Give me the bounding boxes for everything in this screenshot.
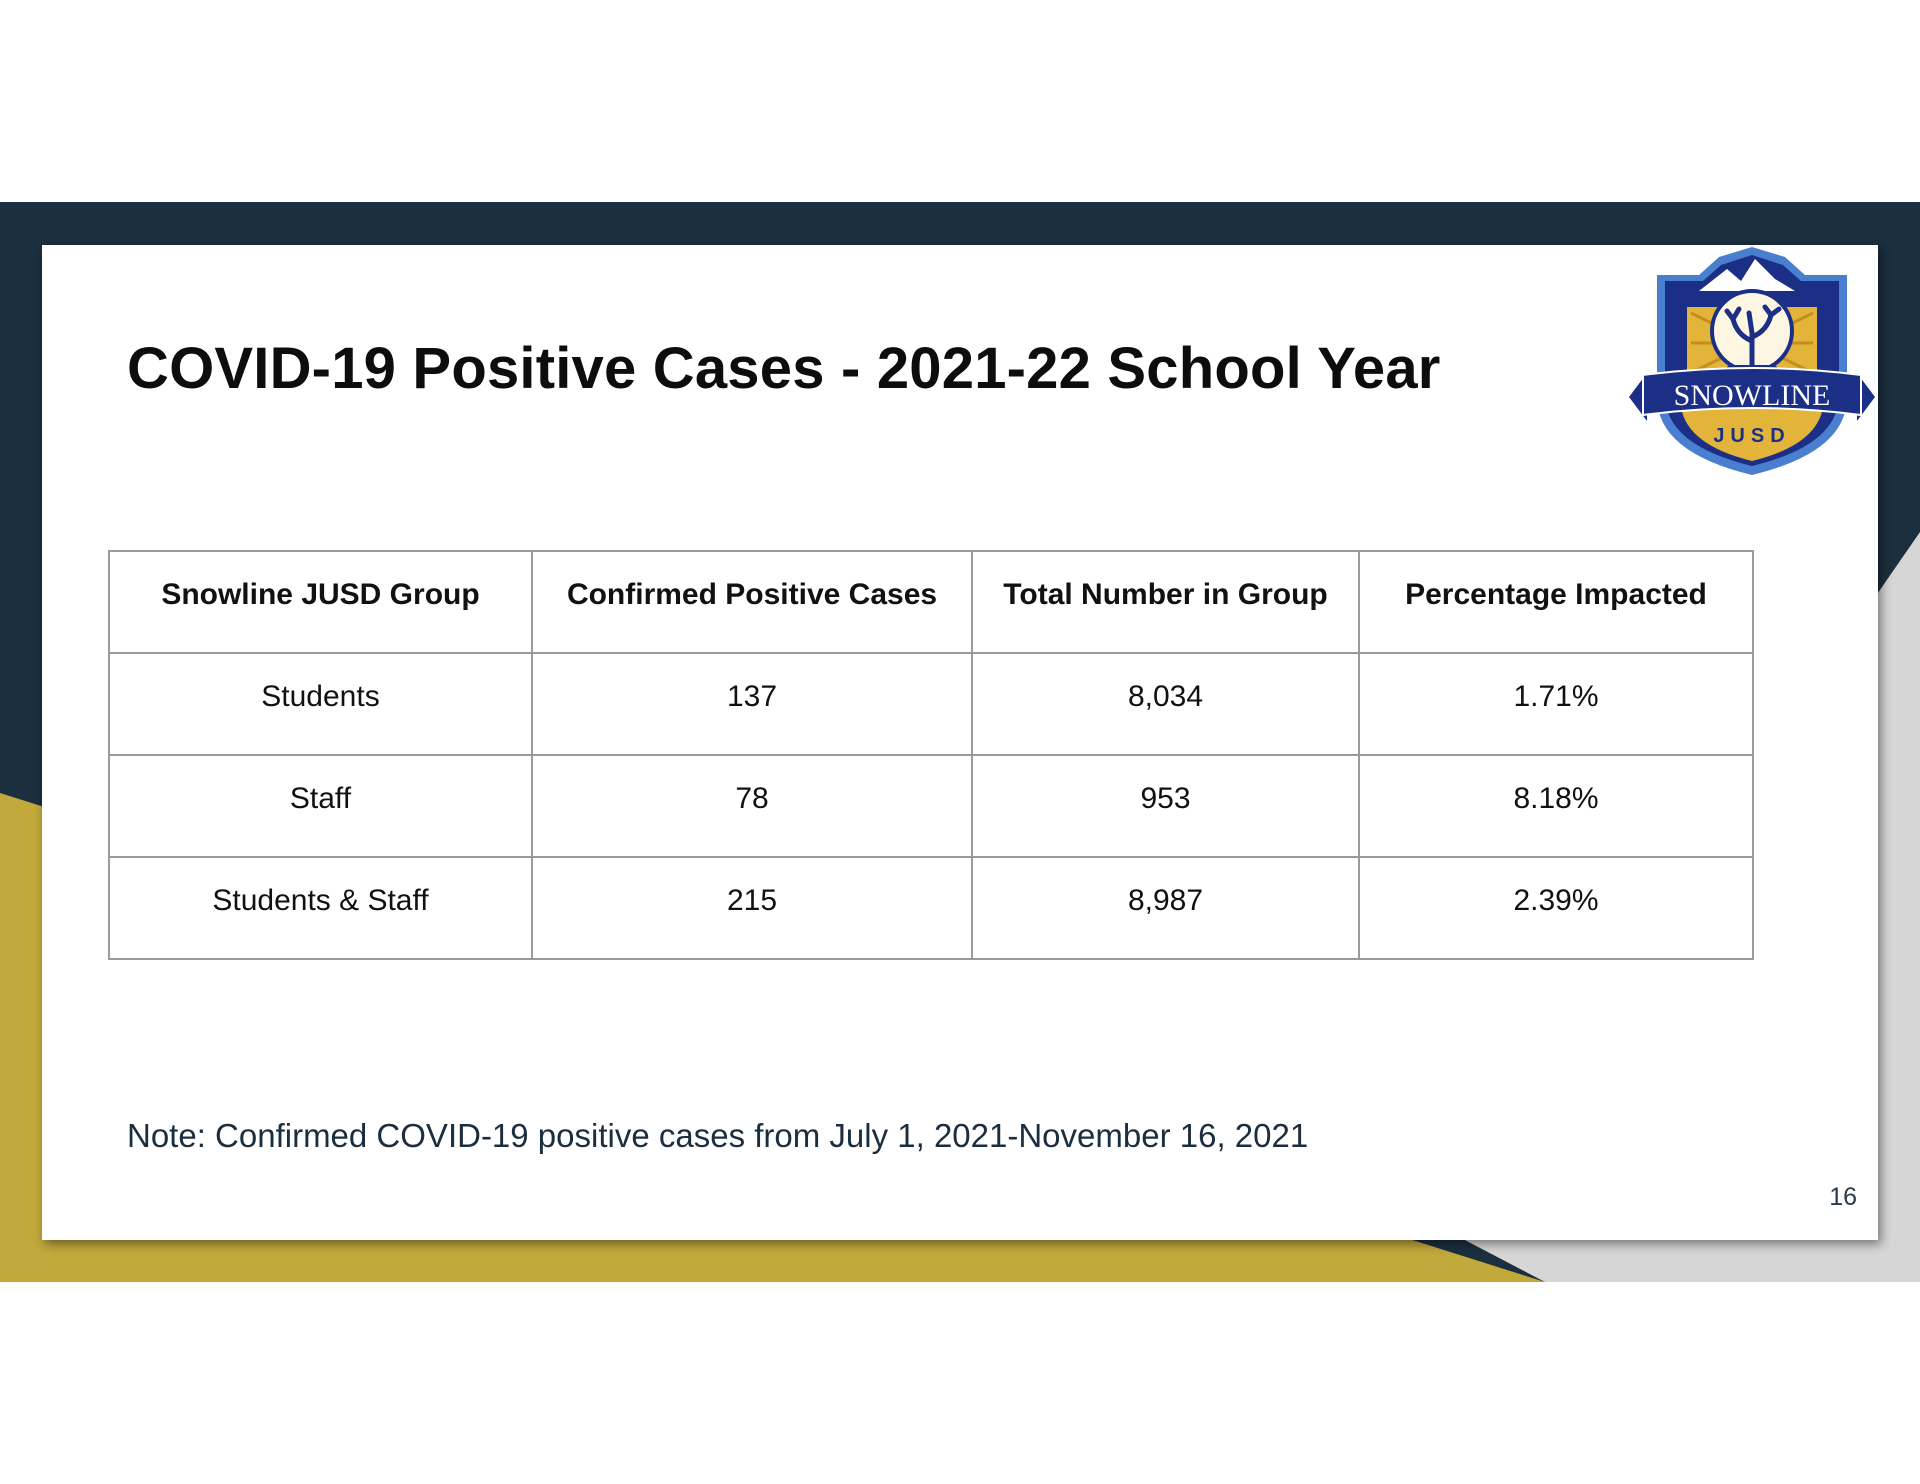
- covid-cases-table: Snowline JUSD Group Confirmed Positive C…: [108, 550, 1754, 960]
- cell-total-in-group: 953: [971, 754, 1360, 858]
- logo-text-top: SNOWLINE: [1674, 379, 1831, 412]
- cell-group: Students: [108, 652, 533, 756]
- logo-text-bottom: JUSD: [1713, 425, 1790, 447]
- logo-mountain-icon: [1699, 259, 1795, 291]
- slide-page-number: 16: [1829, 1183, 1857, 1211]
- cell-total-in-group: 8,034: [971, 652, 1360, 756]
- slide-title: COVID-19 Positive Cases - 2021-22 School…: [127, 336, 1441, 401]
- table-row: Students 137 8,034 1.71%: [108, 652, 1754, 756]
- cell-percentage: 2.39%: [1358, 856, 1754, 960]
- cell-confirmed-cases: 215: [531, 856, 973, 960]
- table-row: Students & Staff 215 8,987 2.39%: [108, 856, 1754, 960]
- header-confirmed-cases: Confirmed Positive Cases: [531, 550, 973, 654]
- footnote: Note: Confirmed COVID-19 positive cases …: [127, 1117, 1309, 1154]
- header-total-in-group: Total Number in Group: [971, 550, 1360, 654]
- slide-background-band: COVID-19 Positive Cases - 2021-22 School…: [0, 202, 1920, 1282]
- snowline-jusd-logo: SNOWLINE JUSD: [1629, 247, 1875, 475]
- table-header-row: Snowline JUSD Group Confirmed Positive C…: [108, 550, 1754, 654]
- header-percentage: Percentage Impacted: [1358, 550, 1754, 654]
- logo-banner: [1642, 367, 1862, 417]
- cell-confirmed-cases: 137: [531, 652, 973, 756]
- cell-group: Staff: [108, 754, 533, 858]
- table-row: Staff 78 953 8.18%: [108, 754, 1754, 858]
- cell-percentage: 8.18%: [1358, 754, 1754, 858]
- logo-joshua-tree-icon: [1724, 304, 1782, 370]
- cell-percentage: 1.71%: [1358, 652, 1754, 756]
- logo-lower-shield: [1681, 407, 1823, 461]
- cell-total-in-group: 8,987: [971, 856, 1360, 960]
- cell-group: Students & Staff: [108, 856, 533, 960]
- header-group: Snowline JUSD Group: [108, 550, 533, 654]
- cell-confirmed-cases: 78: [531, 754, 973, 858]
- slide-card: COVID-19 Positive Cases - 2021-22 School…: [42, 245, 1878, 1240]
